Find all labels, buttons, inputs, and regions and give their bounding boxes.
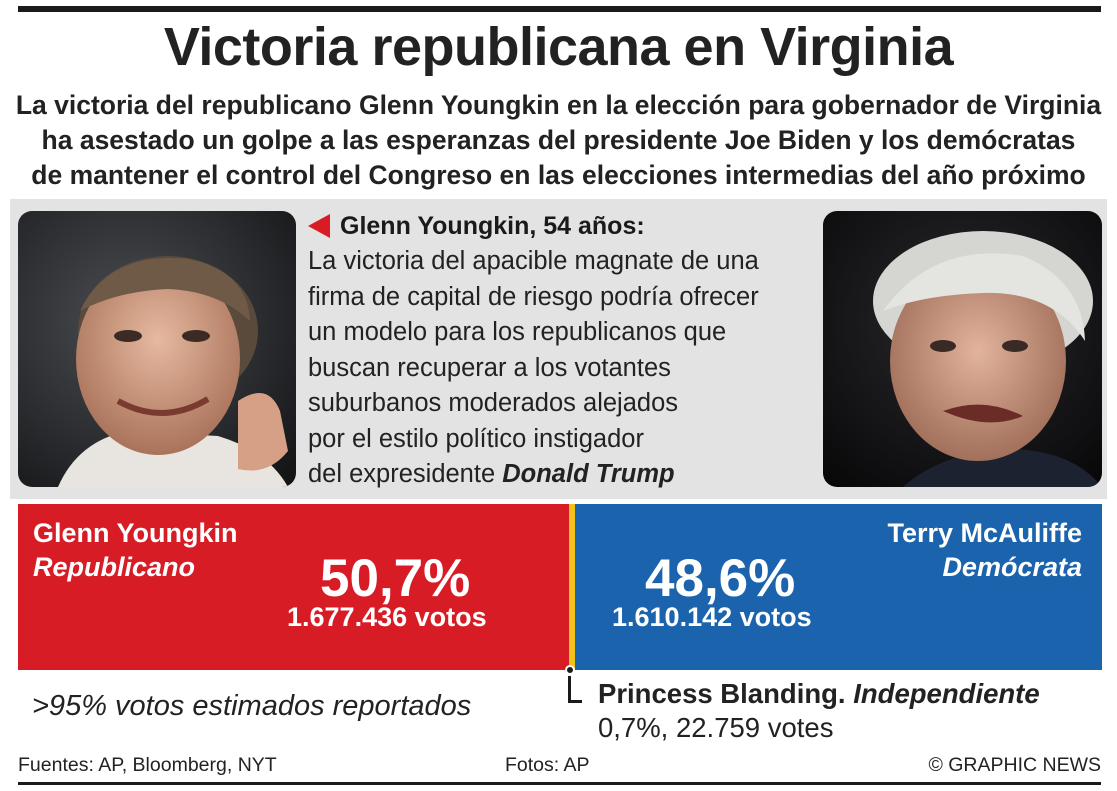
subtitle-line: ha asestado un golpe a las esperanzas de… <box>41 125 1076 155</box>
independent-candidate: Princess Blanding. Independiente <box>598 678 1040 710</box>
mcauliffe-photo <box>823 211 1102 487</box>
bio-heading: Glenn Youngkin, 54 años: <box>308 208 818 244</box>
page-title: Victoria republicana en Virginia <box>163 17 954 77</box>
bio-last-line-prefix: del expresidente <box>308 460 496 488</box>
subtitle: La victoria del republicano Glenn Youngk… <box>10 88 1107 193</box>
democrat-result-bar: Terry McAuliffe Demócrata 48,6% 1.610.14… <box>575 504 1102 670</box>
photo-credit: Fotos: AP <box>505 754 590 776</box>
youngkin-photo <box>18 211 296 487</box>
independent-result: 0,7%, 22.759 votes <box>598 712 834 743</box>
democrat-candidate-name: Terry McAuliffe <box>887 518 1082 548</box>
independent-connector <box>568 676 582 703</box>
subtitle-line: de mantener el control del Congreso en l… <box>31 160 1086 190</box>
youngkin-bio: Glenn Youngkin, 54 años: La victoria del… <box>308 208 818 493</box>
subtitle-line: La victoria del republicano Glenn Youngk… <box>15 90 1102 120</box>
divider-marker <box>565 665 575 675</box>
sources-credit: Fuentes: AP, Bloomberg, NYT <box>18 754 277 776</box>
independent-name: Princess Blanding. <box>598 678 846 709</box>
democrat-party-label: Demócrata <box>942 552 1082 582</box>
top-rule <box>18 6 1101 12</box>
bio-heading-text: Glenn Youngkin, 54 años: <box>340 211 645 240</box>
graphic-credit: © GRAPHIC NEWS <box>928 754 1101 776</box>
bio-line: firma de capital de riesgo podría ofrece… <box>308 282 759 311</box>
bio-line: un modelo para los republicanos que <box>308 318 727 346</box>
bio-text: La victoria del apacible magnate de una … <box>308 244 818 493</box>
reported-note: >95% votos estimados reportados <box>32 690 472 722</box>
bio-line: del expresidente Donald Trump <box>308 457 818 493</box>
republican-result-bar: Glenn Youngkin Republicano 50,7% 1.677.4… <box>18 504 569 670</box>
bio-emphasis: Donald Trump <box>502 460 675 488</box>
democrat-votes: 1.610.142 votos <box>612 602 812 632</box>
pointer-left-icon <box>308 214 330 238</box>
independent-party: Independiente <box>853 678 1040 709</box>
bio-line: La victoria del apacible magnate de una <box>308 247 759 275</box>
republican-candidate-name: Glenn Youngkin <box>33 518 238 548</box>
bio-line: buscan recuperar a los votantes <box>308 353 671 382</box>
republican-party-label: Republicano <box>33 552 196 582</box>
bio-line: por el estilo político instigador <box>308 424 644 453</box>
republican-votes: 1.677.436 votos <box>287 602 487 632</box>
democrat-percent: 48,6% <box>645 549 796 608</box>
republican-percent: 50,7% <box>320 549 471 608</box>
bottom-rule <box>18 782 1101 785</box>
result-divider <box>569 504 575 670</box>
bio-line: suburbanos moderados alejados <box>308 389 678 417</box>
